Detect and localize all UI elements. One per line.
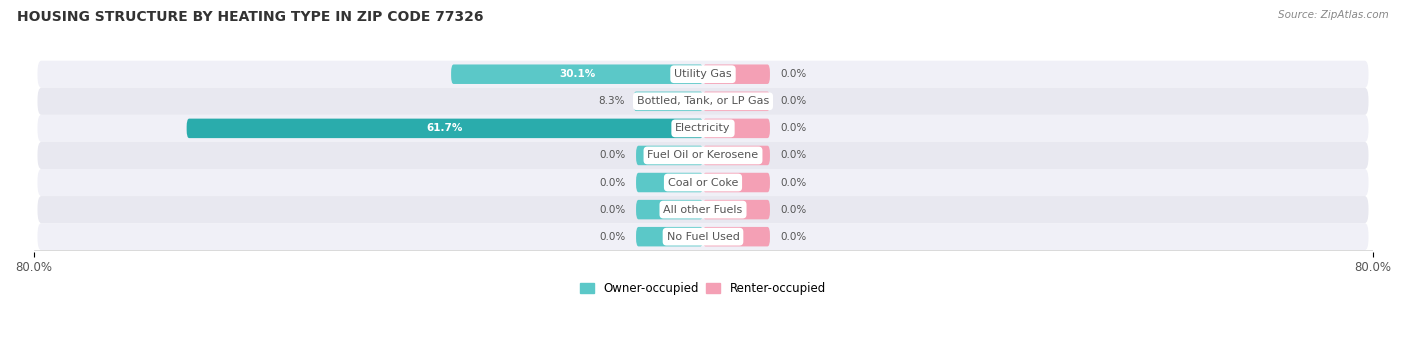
FancyBboxPatch shape	[187, 119, 703, 138]
FancyBboxPatch shape	[703, 227, 770, 247]
FancyBboxPatch shape	[703, 200, 770, 219]
FancyBboxPatch shape	[38, 115, 1368, 142]
FancyBboxPatch shape	[38, 88, 1368, 115]
Text: HOUSING STRUCTURE BY HEATING TYPE IN ZIP CODE 77326: HOUSING STRUCTURE BY HEATING TYPE IN ZIP…	[17, 10, 484, 24]
FancyBboxPatch shape	[636, 227, 703, 247]
FancyBboxPatch shape	[703, 146, 770, 165]
Text: 0.0%: 0.0%	[780, 232, 806, 242]
FancyBboxPatch shape	[38, 196, 1368, 223]
FancyBboxPatch shape	[703, 64, 770, 84]
FancyBboxPatch shape	[636, 173, 703, 192]
Text: 0.0%: 0.0%	[780, 150, 806, 161]
Text: 0.0%: 0.0%	[780, 69, 806, 79]
Text: 0.0%: 0.0%	[600, 205, 626, 214]
Text: 0.0%: 0.0%	[780, 123, 806, 133]
Text: 0.0%: 0.0%	[600, 150, 626, 161]
FancyBboxPatch shape	[636, 200, 703, 219]
FancyBboxPatch shape	[38, 223, 1368, 250]
FancyBboxPatch shape	[634, 91, 703, 111]
Text: Electricity: Electricity	[675, 123, 731, 133]
FancyBboxPatch shape	[38, 142, 1368, 169]
Text: Utility Gas: Utility Gas	[675, 69, 731, 79]
FancyBboxPatch shape	[703, 91, 770, 111]
FancyBboxPatch shape	[636, 146, 703, 165]
Text: Fuel Oil or Kerosene: Fuel Oil or Kerosene	[647, 150, 759, 161]
FancyBboxPatch shape	[451, 64, 703, 84]
FancyBboxPatch shape	[38, 61, 1368, 88]
Text: 0.0%: 0.0%	[780, 205, 806, 214]
Text: All other Fuels: All other Fuels	[664, 205, 742, 214]
Text: 0.0%: 0.0%	[780, 178, 806, 188]
Text: No Fuel Used: No Fuel Used	[666, 232, 740, 242]
Text: 0.0%: 0.0%	[600, 178, 626, 188]
Text: Bottled, Tank, or LP Gas: Bottled, Tank, or LP Gas	[637, 96, 769, 106]
FancyBboxPatch shape	[703, 173, 770, 192]
Text: Coal or Coke: Coal or Coke	[668, 178, 738, 188]
Text: 0.0%: 0.0%	[780, 96, 806, 106]
Text: Source: ZipAtlas.com: Source: ZipAtlas.com	[1278, 10, 1389, 20]
Text: 0.0%: 0.0%	[600, 232, 626, 242]
FancyBboxPatch shape	[38, 169, 1368, 196]
Text: 61.7%: 61.7%	[426, 123, 463, 133]
Text: 8.3%: 8.3%	[599, 96, 626, 106]
Text: 30.1%: 30.1%	[560, 69, 595, 79]
Legend: Owner-occupied, Renter-occupied: Owner-occupied, Renter-occupied	[575, 277, 831, 299]
FancyBboxPatch shape	[703, 119, 770, 138]
